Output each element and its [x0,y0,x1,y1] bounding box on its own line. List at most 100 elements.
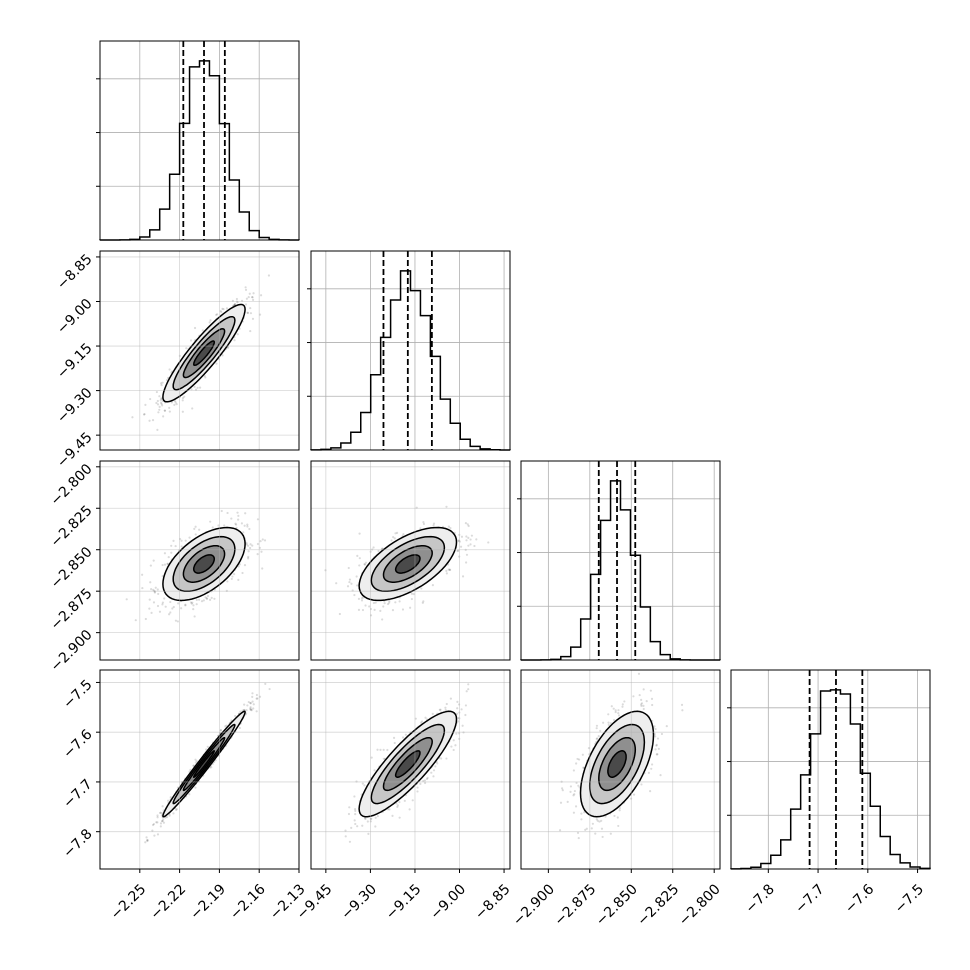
sample-point [169,796,172,799]
sample-point [151,418,155,422]
sample-point [348,840,352,843]
sample-point [374,816,377,819]
sample-point [190,388,193,391]
sample-point [245,543,249,546]
sample-point [457,716,460,720]
sample-point [161,805,164,808]
contour-level-3 [394,554,421,574]
sample-point [157,411,160,414]
sample-point [398,600,401,603]
sample-point [268,687,271,691]
panel-content [125,509,267,623]
sample-point [151,829,154,832]
sample-point [161,601,165,604]
sample-point [163,563,167,566]
sample-point [194,533,197,536]
panel-content [144,682,271,844]
sample-point [249,701,252,705]
sample-point [194,758,197,761]
sample-point [379,609,382,612]
sample-point [156,428,159,431]
sample-point [354,809,357,812]
hist-panel-0 [96,40,300,241]
sample-point [134,619,137,622]
hist-panel-2 [517,460,721,661]
sample-point [171,607,174,610]
sample-point [356,825,359,828]
sample-point [144,617,147,621]
sample-point [395,802,398,805]
sample-point [372,546,375,549]
panel-frame [99,40,300,241]
sample-point [152,559,155,562]
sample-point [189,768,192,772]
sample-point [243,708,246,712]
sample-point [233,339,236,342]
sample-point [256,553,259,556]
sample-point [252,292,255,295]
sample-point [252,707,255,710]
sample-point [402,533,405,536]
sample-point [167,556,170,559]
sample-point [640,702,644,705]
sample-point [166,562,169,565]
sample-point [191,407,194,410]
hist-panel-3 [727,669,931,870]
sample-point [237,578,240,581]
sample-point [449,697,452,700]
sample-point [169,600,172,604]
sample-point [470,534,474,537]
sample-point [194,525,197,528]
sample-point [598,820,601,823]
sample-point [152,822,155,826]
sample-point [153,834,156,837]
sample-point [465,553,469,556]
sample-point [412,592,415,596]
sample-point [358,564,361,567]
sample-point [358,532,361,535]
sample-point [153,591,156,594]
sample-point [148,598,151,601]
sample-point [247,555,250,558]
sample-point [356,584,359,587]
sample-point [236,511,239,514]
sample-point [382,757,385,760]
panel-2-1 [310,460,511,661]
sample-point [445,572,448,575]
sample-point [388,599,391,603]
sample-point [431,712,434,716]
sample-point [235,297,239,301]
sample-point [449,526,452,530]
sample-point [168,814,171,817]
sample-point [653,725,656,728]
sample-point [461,575,465,578]
sample-point [396,804,399,807]
sample-point [344,835,347,838]
sample-point [173,403,176,406]
sample-point [247,296,250,299]
sample-point [432,775,435,778]
sample-point [245,541,248,544]
sample-point [233,572,236,576]
sample-point [149,581,152,584]
sample-point [146,839,149,843]
sample-point [390,539,393,542]
sample-point [180,545,183,548]
sample-point [243,703,246,706]
sample-point [154,586,157,589]
sample-point [195,603,198,606]
sample-point [160,402,163,406]
sample-point [460,535,464,538]
sample-point [561,787,564,790]
sample-point [422,600,425,603]
sample-point [237,565,240,568]
sample-point [448,568,451,571]
sample-point [173,399,177,403]
sample-point [144,403,147,406]
panel-frame [99,460,300,661]
sample-point [455,712,459,715]
sample-point [209,598,212,601]
sample-point [165,816,169,819]
sample-point [177,602,180,605]
sample-point [377,549,380,553]
